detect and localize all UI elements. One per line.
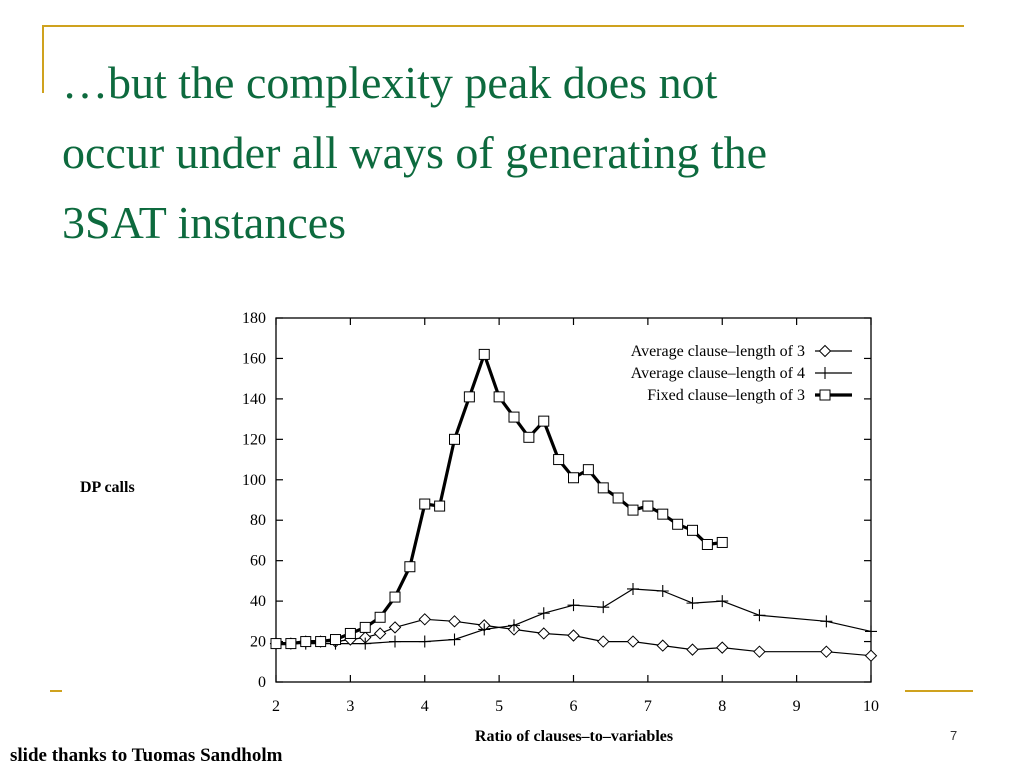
series-1-point xyxy=(753,645,766,658)
series-1-point xyxy=(626,635,640,648)
series-3-point xyxy=(330,634,341,646)
series-1-point xyxy=(686,643,699,656)
x-axis-label: Ratio of clauses–to–variables xyxy=(475,728,673,745)
page-number: 7 xyxy=(950,728,958,743)
series-2-point xyxy=(597,601,610,614)
legend-marker xyxy=(819,367,831,379)
legend-label: Fixed clause–length of 3 xyxy=(647,387,805,404)
x-tick-label: 5 xyxy=(495,698,503,715)
series-1-point xyxy=(716,641,729,654)
series-3-point xyxy=(508,411,520,423)
series-1-point xyxy=(820,645,833,658)
series-3-point xyxy=(553,454,565,466)
series-2-point xyxy=(478,623,491,636)
series-1-point xyxy=(418,613,431,626)
slide-title: …but the complexity peak does not occur … xyxy=(62,57,768,248)
x-tick-label: 8 xyxy=(718,698,726,715)
frame-vertical-accent xyxy=(42,25,44,93)
series-2-point xyxy=(508,619,520,632)
y-tick-label: 20 xyxy=(250,634,266,651)
series-1-point xyxy=(448,615,461,628)
x-tick-label: 7 xyxy=(644,698,652,715)
chart-legend: Average clause–length of 3 Average clause… xyxy=(631,343,852,404)
legend-label: Average clause–length of 3 xyxy=(631,343,805,360)
series-3-point xyxy=(642,500,654,512)
x-tick-label: 6 xyxy=(570,698,578,715)
series-3-point xyxy=(523,431,535,443)
y-tick-label: 120 xyxy=(242,431,266,448)
series-2-point xyxy=(448,633,461,646)
series-2-point xyxy=(537,607,550,620)
y-tick-label: 160 xyxy=(242,350,266,367)
series-1-point xyxy=(567,629,580,642)
y-tick-label: 180 xyxy=(242,310,266,327)
series-3-point xyxy=(463,391,475,403)
series-3-point xyxy=(419,498,431,510)
series-3-point xyxy=(389,591,401,603)
series-3-point xyxy=(568,472,579,484)
series-3-point xyxy=(657,508,669,520)
series-3-point xyxy=(344,627,356,639)
series-2-point xyxy=(865,625,877,638)
legend-label: Average clause–length of 4 xyxy=(631,365,805,382)
series-3-point xyxy=(493,391,505,403)
y-tick-label: 100 xyxy=(242,472,266,489)
series-2-point xyxy=(389,635,401,648)
series-3-point xyxy=(359,621,371,633)
y-tick-label: 40 xyxy=(250,593,266,610)
series-2-point xyxy=(686,597,699,610)
y-tick-label: 0 xyxy=(258,674,266,691)
series-3-point xyxy=(627,504,639,516)
series-1-point xyxy=(656,639,669,652)
frame-bottom-left-rule xyxy=(50,690,62,692)
y-tick-label: 80 xyxy=(250,512,266,529)
series-2-point xyxy=(418,635,431,648)
legend-marker xyxy=(819,389,831,401)
series-2-point xyxy=(753,609,766,622)
series-3-point xyxy=(478,348,490,360)
series-3-point xyxy=(582,464,594,476)
series-2-point xyxy=(359,637,372,650)
series-3-point xyxy=(597,482,609,494)
series-2-point xyxy=(820,615,833,628)
y-axis-label: DP calls xyxy=(80,479,135,496)
x-tick-label: 4 xyxy=(421,698,429,715)
series-3-point xyxy=(716,536,728,548)
slide-credit: slide thanks to Tuomas Sandholm xyxy=(10,745,283,766)
series-3-point xyxy=(374,611,386,623)
series-3-point xyxy=(270,638,282,650)
x-tick-label: 10 xyxy=(863,698,879,715)
series-1-point xyxy=(597,635,610,648)
series-3-point xyxy=(449,433,460,445)
series-3-point xyxy=(404,561,416,573)
chart-series xyxy=(269,348,878,662)
series-1-point xyxy=(537,627,550,640)
series-2-point xyxy=(656,585,669,597)
x-tick-label: 2 xyxy=(272,698,280,715)
frame-bottom-right-rule xyxy=(905,690,973,692)
y-tick-label: 140 xyxy=(242,391,266,408)
series-1-point xyxy=(373,627,387,640)
series-3-point xyxy=(285,638,297,650)
series-2-point xyxy=(716,595,729,608)
series-3-point xyxy=(300,636,312,648)
legend-marker xyxy=(818,344,832,358)
series-3-point xyxy=(315,636,327,648)
series-3-point xyxy=(672,518,684,530)
frame-top-rule xyxy=(42,25,964,27)
series-1-point xyxy=(864,649,878,662)
x-tick-label: 9 xyxy=(793,698,801,715)
x-tick-label: 3 xyxy=(346,698,354,715)
series-1-point xyxy=(388,621,402,634)
series-2-point xyxy=(627,582,639,595)
series-2-point xyxy=(567,599,580,612)
series-3-point xyxy=(701,538,713,550)
series-3-point xyxy=(612,492,624,504)
series-3-point xyxy=(538,415,550,427)
y-tick-label: 60 xyxy=(250,553,266,570)
series-3-point xyxy=(434,500,446,512)
series-3-point xyxy=(687,524,698,536)
